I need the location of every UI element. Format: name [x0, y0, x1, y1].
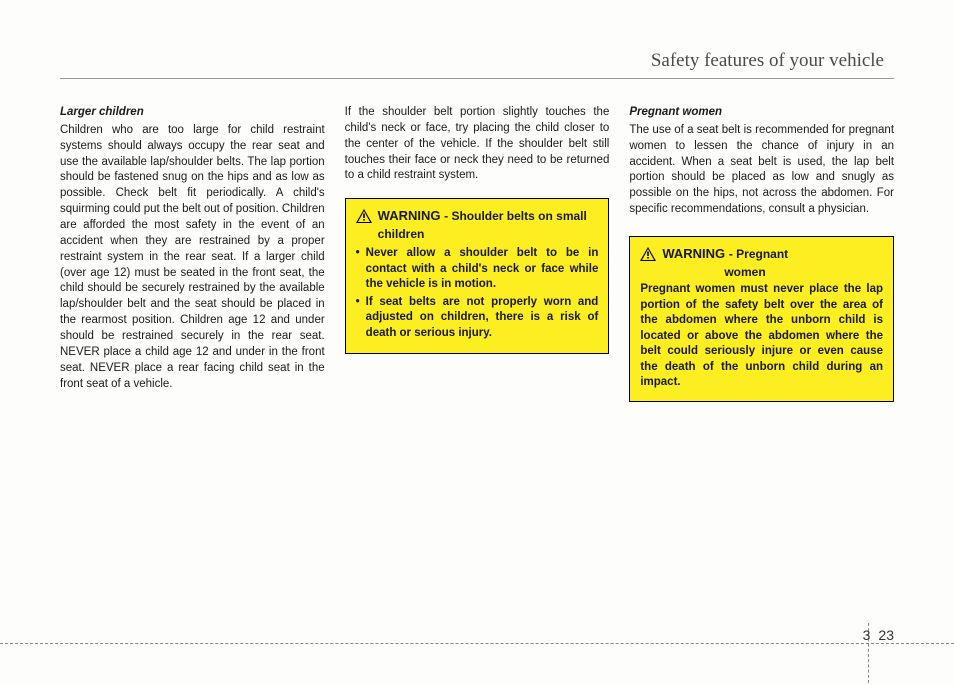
warning-triangle-icon	[356, 209, 372, 223]
page-number-value: 23	[878, 627, 894, 643]
warning-label-row: WARNING - Pregnant women	[662, 245, 788, 280]
warning-item: Never allow a shoulder belt to be in con…	[356, 246, 599, 293]
col3-subhead: Pregnant women	[629, 105, 894, 121]
warning-item: If seat belts are not properly worn and …	[356, 295, 599, 342]
warning-label: WARNING	[378, 208, 441, 223]
warning-label: WARNING	[662, 246, 725, 261]
page-number: 3 23	[863, 627, 894, 643]
column-2: If the shoulder belt portion slightly to…	[345, 105, 610, 402]
page-footer: 3 23	[0, 623, 954, 663]
warning-triangle-icon	[640, 247, 656, 261]
footer-dashed-horizontal	[0, 643, 954, 644]
header-divider	[60, 78, 894, 79]
col1-body: Children who are too large for child res…	[60, 123, 325, 393]
column-1: Larger children Children who are too lar…	[60, 105, 325, 402]
col1-subhead: Larger children	[60, 105, 325, 121]
section-header: Safety features of your vehicle	[60, 50, 894, 72]
warning-subject-line1: - Pregnant	[729, 247, 788, 261]
warning-body-text: Pregnant women must never place the lap …	[640, 282, 883, 391]
content-columns: Larger children Children who are too lar…	[60, 105, 894, 402]
warning-pregnant: WARNING - Pregnant women Pregnant women …	[629, 236, 894, 402]
column-3: Pregnant women The use of a seat belt is…	[629, 105, 894, 402]
col3-body: The use of a seat belt is recommended fo…	[629, 123, 894, 218]
warning-subject-line2: women	[724, 265, 765, 279]
warning-list: Never allow a shoulder belt to be in con…	[356, 246, 599, 341]
warning-label-row: WARNING - Shoulder belts on small childr…	[378, 207, 599, 242]
warning-shoulder-belts: WARNING - Shoulder belts on small childr…	[345, 198, 610, 354]
chapter-number: 3	[863, 627, 871, 643]
col2-body: If the shoulder belt portion slightly to…	[345, 105, 610, 184]
